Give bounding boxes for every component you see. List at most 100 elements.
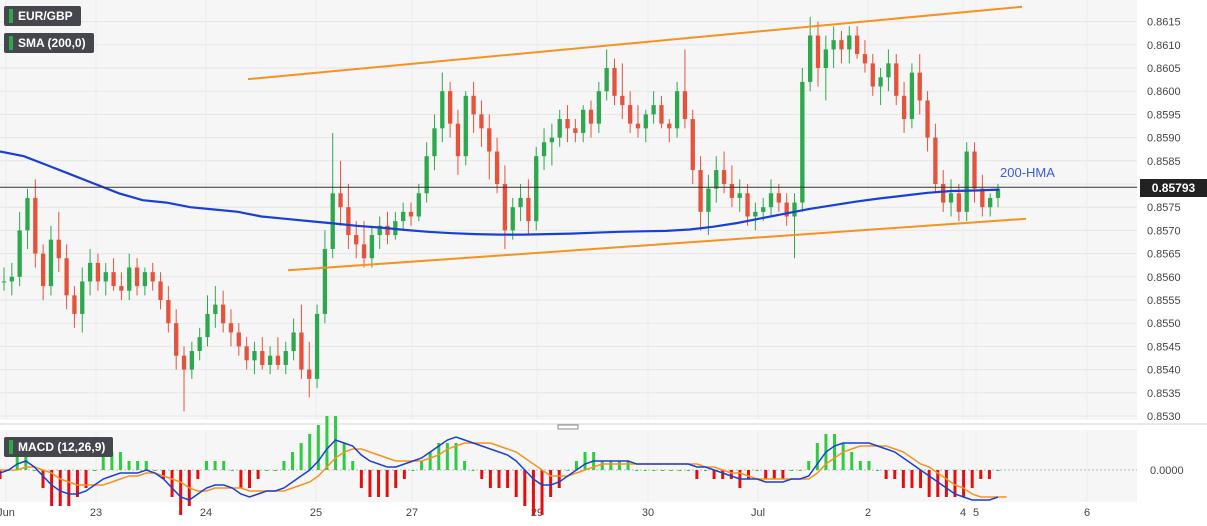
candle-body — [479, 114, 484, 129]
candle-body — [166, 300, 171, 324]
trendline-lower — [287, 217, 1027, 272]
candle-body — [721, 170, 727, 184]
candle-body — [189, 351, 194, 370]
candle-body — [682, 91, 688, 120]
candle-body — [894, 63, 899, 96]
candle-body — [502, 184, 508, 231]
macd-line — [0, 436, 999, 501]
macd-histogram-bar — [471, 470, 475, 471]
candle-body — [385, 225, 390, 236]
candle-body — [698, 170, 703, 212]
macd-histogram-bar — [480, 470, 484, 479]
candle-body — [620, 95, 625, 106]
macd-histogram-bar — [196, 470, 200, 479]
macd-histogram-bar — [695, 470, 699, 479]
candle-body — [659, 105, 664, 124]
price-tick-label: 0.8535 — [1147, 388, 1181, 400]
macd-histogram-bar — [101, 452, 105, 470]
price-tick-label: 0.8605 — [1147, 63, 1181, 75]
candle-body — [424, 156, 429, 194]
candle-body — [494, 151, 500, 184]
candle-body — [674, 91, 680, 129]
candle-body — [260, 351, 265, 365]
candle-body — [980, 188, 985, 208]
macd-histogram-bar — [858, 461, 862, 470]
candle-body — [369, 235, 375, 259]
macd-histogram-bar — [385, 470, 389, 497]
price-tick-label: 0.8600 — [1147, 86, 1181, 98]
macd-histogram-bar — [962, 470, 966, 497]
macd-histogram-bar — [463, 461, 467, 470]
macd-histogram-bar — [841, 443, 845, 470]
time-tick-label: 30 — [642, 507, 654, 519]
time-tick-label: 24 — [200, 507, 212, 519]
candle-body — [48, 239, 54, 287]
panel-resize-handle — [557, 424, 579, 430]
candle-body — [150, 272, 155, 282]
candle-body — [56, 239, 61, 259]
candle-body — [854, 35, 860, 55]
trendline-upper — [247, 5, 1023, 81]
macd-histogram-bar — [265, 470, 269, 471]
candle-body — [815, 35, 821, 68]
price-tick-label: 0.8545 — [1147, 341, 1181, 353]
candle-body — [134, 267, 140, 287]
candle-body — [761, 207, 766, 212]
candle-body — [95, 262, 101, 282]
candle-body — [643, 114, 648, 129]
candle-body — [604, 68, 609, 92]
macd-histogram-bar — [557, 470, 561, 488]
candle-body — [784, 202, 789, 217]
candle-body — [565, 119, 570, 129]
candle-body — [557, 119, 562, 138]
candle-body — [729, 184, 735, 198]
macd-histogram-bar — [953, 470, 957, 497]
macd-histogram-bar — [609, 461, 613, 470]
sma-indicator-badge[interactable]: SMA (200,0) — [4, 33, 94, 53]
macd-histogram-bar — [136, 461, 140, 470]
macd-histogram-bar — [110, 452, 114, 470]
candle-body — [244, 346, 249, 361]
candle-body — [307, 369, 312, 379]
macd-histogram-bar — [179, 470, 183, 515]
candle-body — [220, 304, 226, 324]
candle-body — [549, 137, 555, 143]
candle-body — [870, 63, 875, 87]
macd-indicator-badge[interactable]: MACD (12,26,9) — [4, 437, 114, 457]
candle-body — [181, 355, 187, 370]
macd-histogram-bar — [445, 443, 449, 470]
candle-body — [588, 109, 594, 124]
candle-body — [9, 276, 14, 282]
macd-histogram-bar — [919, 470, 923, 488]
price-tick-label: 0.8595 — [1147, 109, 1181, 121]
macd-signal-line — [0, 442, 1007, 498]
hma-annotation: 200-HMA — [1000, 165, 1055, 180]
candle-body — [737, 193, 742, 198]
candle-body — [745, 193, 750, 217]
candle-body — [901, 95, 907, 120]
candle-body — [1, 281, 7, 283]
symbol-badge[interactable]: EUR/GBP — [4, 6, 81, 26]
macd-histogram-bar — [944, 470, 948, 497]
time-tick-label: 27 — [406, 507, 418, 519]
candle-body — [72, 295, 77, 314]
time-tick-label: 2 — [865, 507, 871, 519]
macd-histogram-bar — [50, 470, 54, 506]
macd-histogram-bar — [428, 452, 432, 470]
price-tick-label: 0.8560 — [1147, 272, 1181, 284]
candle-body — [119, 286, 124, 291]
macd-histogram-bar — [514, 470, 518, 497]
macd-histogram-bar — [747, 470, 750, 479]
time-tick-label: 4 — [960, 507, 966, 519]
candle-body — [526, 197, 531, 222]
macd-histogram-bar — [93, 470, 97, 471]
macd-histogram-bar — [248, 470, 251, 488]
candle-body — [236, 332, 241, 347]
macd-histogram-bar — [790, 470, 794, 471]
candle-body — [158, 281, 163, 300]
candle-body — [510, 207, 515, 231]
candle-body — [925, 100, 930, 138]
macd-histogram-bar — [84, 470, 88, 488]
candle-body — [776, 193, 782, 203]
